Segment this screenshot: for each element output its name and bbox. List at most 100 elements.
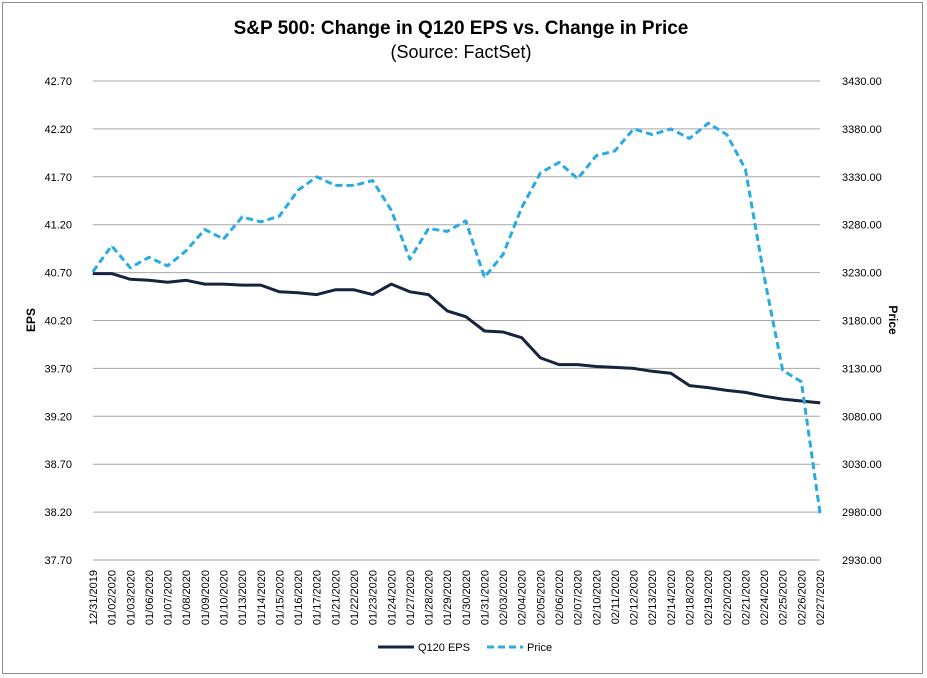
y-right-tick-label: 3280.00 — [842, 220, 882, 232]
x-tick-label: 01/30/2020 — [461, 570, 473, 625]
data-point — [688, 137, 691, 140]
x-tick-label: 02/26/2020 — [796, 570, 808, 625]
x-tick-label: 01/03/2020 — [125, 570, 137, 625]
data-point — [819, 402, 821, 404]
data-point — [483, 276, 486, 278]
data-point — [372, 294, 374, 296]
data-point — [521, 206, 523, 209]
data-point — [800, 381, 803, 383]
data-point — [427, 294, 430, 296]
data-point — [222, 283, 225, 285]
y-left-tick-label: 39.70 — [44, 363, 72, 375]
chart-title: S&P 500: Change in Q120 EPS vs. Change i… — [234, 18, 689, 39]
data-point — [111, 245, 113, 247]
x-tick-label: 01/02/2020 — [107, 570, 119, 625]
y-axis-left-title: EPS — [24, 308, 38, 332]
x-tick-label: 01/31/2020 — [479, 570, 491, 625]
x-tick-label: 02/05/2020 — [535, 570, 547, 625]
y-right-tick-label: 2980.00 — [842, 507, 882, 519]
y-axis-right-title: Price — [886, 305, 900, 335]
data-point — [651, 134, 653, 136]
data-point — [744, 391, 747, 393]
data-point — [148, 256, 150, 258]
x-tick-label: 01/15/2020 — [274, 570, 286, 625]
legend-label-eps: Q120 EPS — [418, 642, 470, 654]
gridlines — [93, 80, 820, 561]
legend: Q120 EPS Price — [378, 642, 552, 654]
data-point — [334, 184, 336, 186]
y-right-tick-label: 3380.00 — [842, 124, 882, 136]
data-point — [409, 258, 411, 260]
data-point — [446, 310, 448, 312]
data-point — [372, 180, 374, 182]
y-left-tick-label: 42.20 — [44, 124, 72, 136]
data-point — [446, 230, 448, 232]
data-point — [763, 395, 765, 397]
y-left-tick-label: 41.20 — [44, 220, 72, 232]
x-tick-label: 01/08/2020 — [181, 570, 193, 625]
x-tick-label: 02/13/2020 — [647, 570, 659, 625]
data-point — [782, 398, 784, 400]
data-point — [185, 279, 187, 281]
y-right-tick-label: 2930.00 — [842, 555, 882, 567]
data-point — [204, 228, 206, 231]
data-point — [633, 128, 635, 130]
series-line-price — [91, 121, 822, 514]
data-point — [390, 209, 392, 211]
data-point — [651, 370, 653, 372]
data-point — [483, 330, 486, 332]
data-point — [726, 134, 728, 136]
y-right-tick-label: 3430.00 — [842, 76, 882, 88]
data-point — [129, 267, 131, 269]
series-lines — [91, 121, 822, 514]
x-tick-label: 02/27/2020 — [815, 570, 827, 625]
data-point — [222, 238, 225, 240]
x-tick-label: 02/03/2020 — [498, 570, 510, 625]
data-point — [819, 512, 821, 514]
x-tick-label: 02/12/2020 — [629, 570, 641, 625]
y-right-tick-label: 3230.00 — [842, 268, 882, 280]
y-axis-left: 42.70 42.20 41.70 41.20 40.70 40.20 39.70 39.20… — [44, 76, 72, 567]
y-right-tick-label: 3030.00 — [842, 459, 882, 471]
data-point — [670, 372, 672, 374]
x-tick-label: 02/07/2020 — [573, 570, 585, 625]
data-point — [92, 271, 94, 273]
data-point — [316, 176, 318, 178]
data-point — [614, 150, 616, 152]
data-point — [204, 283, 206, 285]
y-left-tick-label: 38.20 — [44, 507, 72, 519]
x-tick-label: 02/21/2020 — [740, 570, 752, 625]
data-point — [129, 278, 131, 280]
x-tick-label: 02/14/2020 — [666, 570, 678, 625]
data-point — [558, 161, 560, 163]
x-axis: 12/31/2019 01/02/2020 01/03/2020 01/06/2020… — [88, 570, 827, 625]
x-tick-label: 01/06/2020 — [144, 570, 156, 625]
data-point — [260, 221, 262, 223]
data-point — [353, 184, 355, 186]
data-point — [726, 389, 728, 391]
y-right-tick-label: 3080.00 — [842, 411, 882, 423]
y-left-tick-label: 42.70 — [44, 76, 72, 88]
data-point — [688, 385, 691, 387]
x-tick-label: 01/13/2020 — [237, 570, 249, 625]
y-right-tick-label: 3330.00 — [842, 172, 882, 184]
y-left-tick-label: 40.20 — [44, 316, 72, 328]
x-tick-label: 01/27/2020 — [405, 570, 417, 625]
data-point — [148, 279, 150, 281]
data-point — [558, 364, 560, 366]
data-point — [577, 364, 579, 366]
x-tick-label: 02/06/2020 — [554, 570, 566, 625]
x-tick-label: 01/21/2020 — [330, 570, 342, 625]
y-right-tick-label: 3130.00 — [842, 363, 882, 375]
data-point — [260, 284, 262, 286]
data-point — [241, 216, 243, 218]
data-point — [297, 189, 299, 191]
data-point — [782, 369, 784, 371]
y-left-tick-label: 40.70 — [44, 268, 72, 280]
data-point — [595, 155, 597, 157]
x-tick-label: 02/25/2020 — [778, 570, 790, 625]
data-point — [465, 316, 467, 318]
y-right-tick-label: 3180.00 — [842, 316, 882, 328]
data-point — [465, 220, 467, 222]
